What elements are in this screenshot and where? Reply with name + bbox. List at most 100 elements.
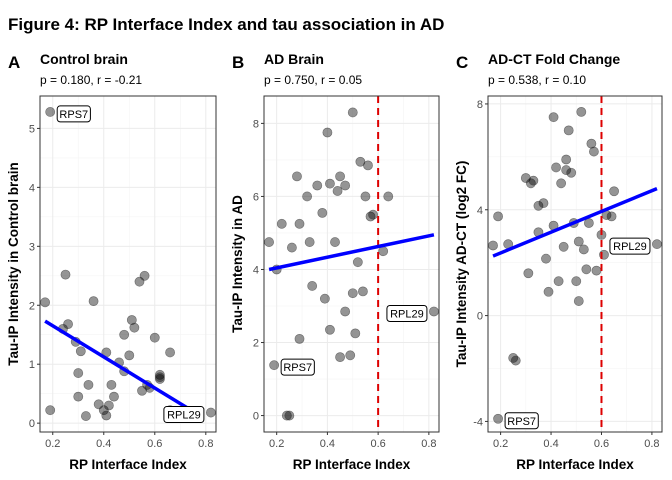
y-tick-label: 0 [29,418,35,430]
data-point [302,191,313,202]
y-tick-label: 4 [29,182,35,194]
x-tick-label: 0.8 [198,438,213,450]
data-point [165,347,175,358]
data-point [325,178,335,189]
panel-border [39,95,217,433]
data-point [60,269,71,280]
data-point [139,270,150,281]
y-tick-label: 8 [253,118,259,130]
data-point [556,178,567,189]
data-point [520,173,531,183]
data-point [40,297,51,308]
data-point [101,410,112,421]
data-point [429,306,439,317]
data-point [119,329,130,340]
y-tick-label: 8 [477,99,483,111]
data-point [652,239,662,250]
data-point [488,240,498,251]
y-tick-label: 0 [253,411,259,423]
data-point [586,138,597,149]
x-tick-label: 0.6 [147,438,162,450]
point-label: RPS7 [283,362,312,374]
data-point [561,154,572,165]
data-point [109,391,119,402]
panel-border [263,95,440,433]
data-point [83,379,94,390]
x-tick-label: 0.4 [320,438,335,450]
data-point [543,286,554,297]
y-tick-label: 6 [253,191,259,203]
x-axis-label: RP Interface Index [69,457,187,472]
data-point [325,324,335,335]
panel-b: B AD Brain p = 0.750, r = 0.05 RPS7 RPL29 0.2… [230,51,440,472]
data-point [264,237,274,247]
y-tick-label: 4 [477,205,483,217]
data-point [578,244,589,255]
data-point [561,165,572,175]
data-point [45,107,56,117]
data-point [340,180,351,191]
data-point [573,236,584,247]
data-point [73,391,84,402]
x-tick-label: 0.8 [644,438,659,450]
data-point [294,333,305,344]
data-point [269,360,280,371]
data-point [103,400,114,411]
data-point [45,405,56,416]
y-axis-label: Tau-IP Intensity in Control brain [6,162,21,366]
x-tick-label: 0.2 [45,438,60,450]
data-point [304,237,315,247]
data-point [88,296,99,307]
data-point [566,167,577,178]
x-tick-label: 0.8 [421,438,436,450]
y-tick-label: 5 [29,123,35,135]
data-point [335,352,345,363]
data-point [319,293,330,304]
plot-background [488,96,662,432]
x-axis-label: RP Interface Index [516,457,634,472]
data-point [63,319,73,330]
data-point [81,411,91,421]
x-tick-label: 0.6 [594,438,609,450]
panels: A Control brain p = 0.180, r = -0.21 RPS7 RP… [6,51,663,472]
data-point [528,175,539,186]
data-point [352,257,363,268]
data-point [345,350,356,361]
data-point [322,127,333,138]
data-point [493,413,503,424]
panel-title: Control brain [40,51,128,67]
data-point [154,369,165,380]
data-point [589,146,599,157]
data-point [335,171,345,182]
plot-background [40,96,216,432]
y-axis-label: Tau-IP Intensity AD-CT (log2 FC) [454,161,469,368]
data-point [360,191,371,202]
data-point [126,315,137,325]
y-tick-label: 2 [253,338,259,350]
data-point [533,200,544,211]
y-tick-label: 2 [29,300,35,312]
data-point [576,106,587,117]
data-point [383,191,394,202]
y-tick-label: -4 [473,416,483,428]
y-tick-label: 3 [29,241,35,253]
data-point [75,346,86,357]
x-tick-label: 0.2 [493,438,508,450]
data-point [73,368,84,378]
point-label: RPL29 [613,241,647,253]
point-label-box [163,406,205,424]
data-point [551,162,561,173]
y-tick-label: 4 [253,264,259,276]
data-point [493,211,503,222]
data-point [154,372,165,383]
data-point [347,107,358,118]
point-label-box [504,412,539,430]
data-point [548,112,559,123]
data-point [317,207,328,218]
data-point [149,332,160,343]
data-point [553,276,564,287]
data-point [558,241,569,252]
data-point [347,288,358,299]
point-label-box [56,105,91,123]
